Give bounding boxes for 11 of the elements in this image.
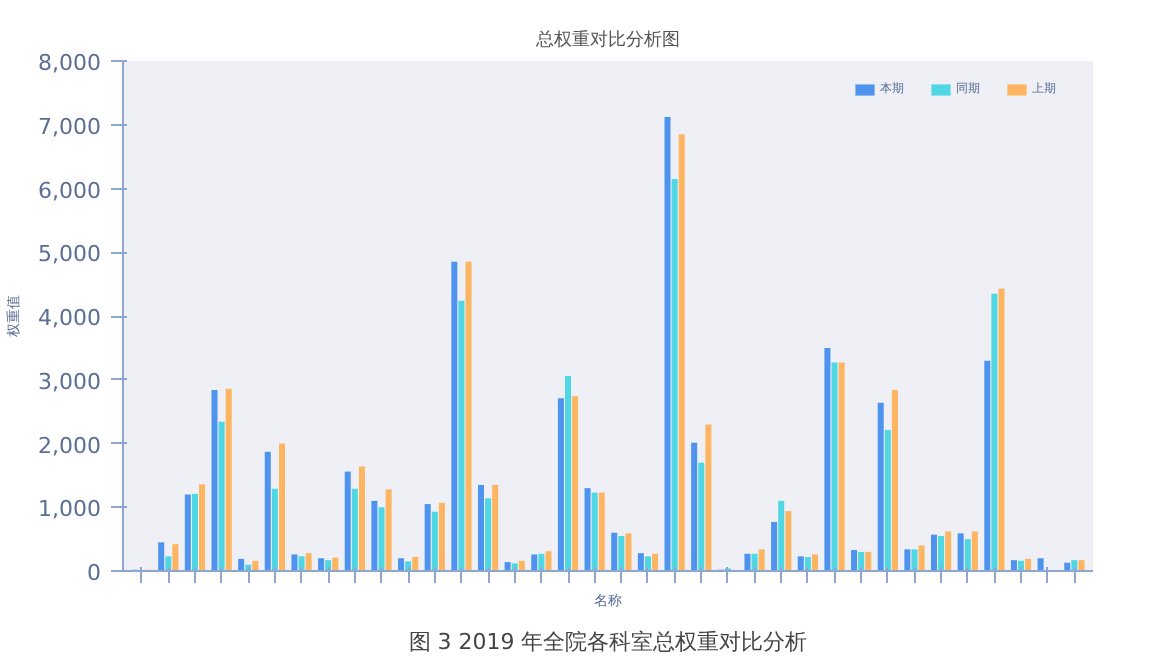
caption: 图 3 2019 年全院各科室总权重对比分析 <box>408 629 808 655</box>
y-tick-label: 6,000 <box>38 177 102 204</box>
y-tick-label: 5,000 <box>38 241 102 268</box>
y-tick-label: 3,000 <box>38 368 102 395</box>
y-tick-label: 1,000 <box>38 496 102 523</box>
y-tick-label: 0 <box>87 560 101 586</box>
y-tick-label: 2,000 <box>38 432 102 459</box>
y-tick-label: 7,000 <box>38 113 102 140</box>
chart-title: 总权重对比分析图 <box>534 29 680 51</box>
y-tick-label: 4,000 <box>38 305 102 331</box>
y-tick-label: 8,000 <box>38 50 102 76</box>
